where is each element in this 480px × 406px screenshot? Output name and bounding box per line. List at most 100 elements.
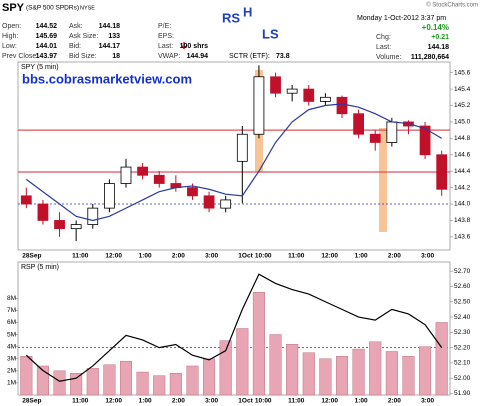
x-tick-label: 2:00 (388, 253, 401, 260)
x-tick-label: 1Oct (238, 253, 253, 260)
volume-bar (20, 356, 33, 396)
field-label: Last: (376, 44, 391, 51)
x-tick-label: 11:00 (288, 398, 305, 405)
volume-bar (269, 334, 282, 396)
candle-body (220, 199, 232, 209)
field-value: 144.01 (36, 43, 58, 50)
x-tick-label: 3:00 (205, 398, 218, 405)
symbol: SPY (2, 2, 25, 14)
candle-body (104, 183, 115, 209)
y-tick-label: 3M (7, 355, 16, 362)
volume-bar (203, 358, 216, 396)
volume-bar (252, 292, 265, 396)
field-label: Last: (158, 43, 173, 50)
x-tick-label: 1:00 (139, 398, 152, 405)
volume-bar (86, 368, 99, 396)
field-value: 144.52 (36, 23, 58, 30)
x-tick-label: 10:00 (255, 253, 272, 260)
volume-bar (136, 371, 149, 396)
x-tick-label: 2:00 (388, 398, 401, 405)
volume-bar (319, 358, 332, 396)
field-label: Low: (2, 43, 17, 50)
y-tick-label: 52.60 (454, 283, 471, 290)
y-tick-label: 52.30 (454, 329, 471, 336)
panel-subtitle: bbs.cobrasmarketview.com (22, 71, 192, 86)
field-label: VWAP: (158, 53, 180, 60)
candle-body (203, 195, 215, 209)
volume-bar (286, 344, 299, 396)
y-tick-label: 6M (7, 319, 16, 326)
x-tick-label: 12:00 (105, 398, 122, 405)
annotation: H (243, 4, 252, 19)
x-tick-label: 1:00 (355, 253, 368, 260)
volume-bar (53, 370, 66, 396)
volume-bar (236, 328, 249, 396)
field-value: 111,280,664 (411, 54, 449, 61)
y-tick-label: 8M (7, 295, 16, 302)
candle-body (270, 76, 281, 94)
candle-body (303, 88, 315, 102)
volume-bar (153, 375, 166, 396)
field-label: EPS: (158, 33, 174, 40)
annotation: RS (222, 10, 240, 25)
volume-bar (335, 356, 349, 396)
candle-body (353, 113, 364, 135)
candle-body (286, 88, 298, 94)
candle-body (20, 195, 32, 205)
field-value: 145.69 (36, 33, 58, 40)
volume-bar (169, 373, 182, 396)
field-label: Chg: (376, 34, 391, 41)
y-tick-label: 145.4 (454, 86, 471, 93)
x-tick-label: 10:00 (255, 398, 272, 405)
field-value: 144.18 (99, 23, 121, 30)
y-tick-label: 144.0 (454, 201, 471, 208)
y-tick-label: 52.00 (454, 375, 471, 382)
y-tick-label: 7M (7, 307, 16, 314)
exchange: NYSE (80, 5, 95, 11)
volume-bar (302, 352, 315, 396)
x-tick-label: 11:00 (72, 253, 89, 260)
y-tick-label: 144.2 (454, 184, 471, 191)
x-tick-label: 11:00 (72, 398, 89, 405)
candle-body (369, 133, 381, 143)
symbol-name: (S&P 500 SPDRs) (26, 5, 79, 12)
volume-bar (119, 360, 133, 396)
field-label: Volume: (376, 54, 401, 61)
candle-body (137, 166, 148, 176)
volume-bar (369, 341, 382, 396)
field-value: +0.21 (431, 34, 449, 41)
sctr-value: 73.8 (276, 53, 290, 60)
field-label: Open: (2, 23, 21, 30)
x-tick-label: 12:00 (105, 253, 122, 260)
candle-body (236, 133, 248, 162)
field-label: Ask Size: (69, 33, 98, 40)
field-label: Bid: (69, 43, 81, 50)
field-label: High: (2, 33, 18, 40)
x-tick-label: 12:00 (321, 398, 338, 405)
candle-body (253, 76, 265, 135)
y-tick-label: 144.4 (454, 168, 471, 175)
sctr-label: SCTR (ETF): (229, 53, 270, 60)
x-tick-label: 28Sep (22, 398, 41, 405)
field-label: Ask: (69, 23, 83, 30)
candle-body (386, 121, 398, 143)
y-tick-label: 51.90 (454, 390, 471, 397)
field-label: Bid Size: (69, 53, 97, 60)
candle-body (87, 207, 99, 225)
candle-body (187, 187, 198, 197)
panel-title: RSP (5 min) (21, 264, 59, 271)
y-tick-label: 4M (7, 343, 16, 350)
candle-body (70, 224, 82, 230)
candle-body (419, 125, 431, 156)
field-value: 143.97 (36, 53, 58, 60)
y-tick-label: 52.10 (454, 360, 471, 367)
candle-body (319, 96, 331, 102)
change-pct: +0.14% (422, 23, 449, 32)
y-tick-label: 145.0 (454, 119, 471, 126)
field-value: 144.17 (99, 43, 121, 50)
volume-bar (385, 351, 398, 396)
annotation: LS (262, 26, 279, 41)
field-value: 144.18 (428, 44, 450, 51)
candle-body (54, 220, 65, 230)
